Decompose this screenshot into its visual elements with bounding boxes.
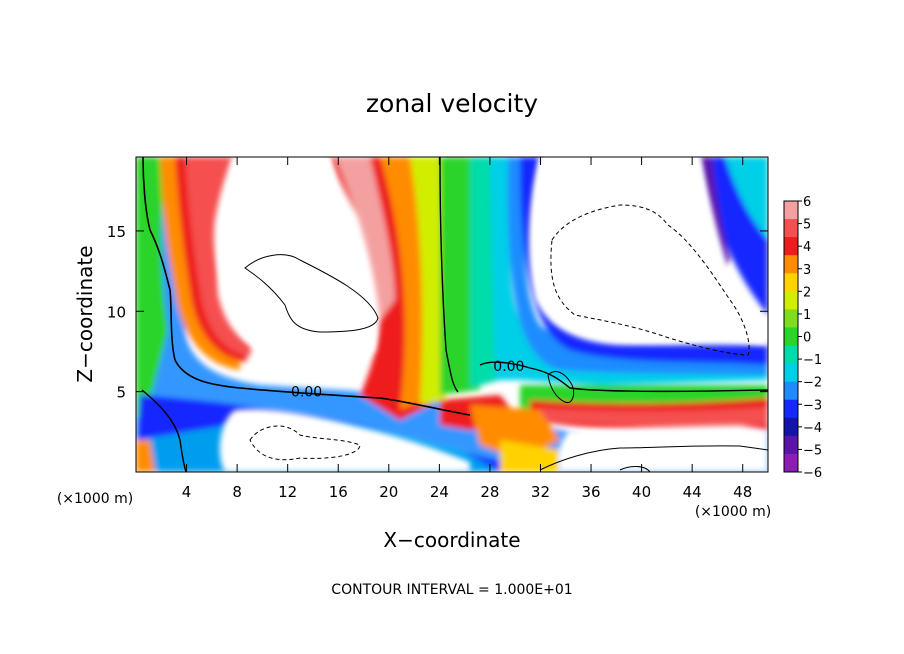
x-tick-label: 8 [232, 483, 242, 501]
plot-area: 0.00 0.00 [136, 157, 768, 472]
colorbar-label: −3 [803, 398, 822, 413]
colorbar-label: 6 [803, 195, 811, 210]
colorbar-swatch [784, 219, 798, 238]
colorbar-label: −2 [803, 376, 822, 391]
colorbar-swatch [784, 327, 798, 347]
colorbar: 6 5 4 3 2 1 0 −1 −2 −3 −4 −5 −6 [783, 195, 822, 481]
colorbar-swatch [784, 201, 798, 220]
y-axis-label: Z−coordinate [73, 245, 97, 382]
contour-interval-footer: CONTOUR INTERVAL = 1.000E+01 [331, 582, 572, 598]
x-tick-label: 16 [329, 483, 348, 501]
colorbar-swatch [784, 273, 798, 292]
x-tick-label: 24 [430, 483, 449, 501]
colorbar-label: 0 [803, 331, 811, 346]
colorbar-swatch [784, 435, 798, 455]
colorbar-swatch [784, 309, 798, 328]
colorbar-swatch [784, 237, 798, 256]
colorbar-swatch [784, 399, 798, 419]
x-tick-label: 48 [733, 483, 752, 501]
y-axis-ticks: 5 10 15 [107, 223, 768, 402]
colorbar-swatch [784, 255, 798, 274]
x-unit-left: (×1000 m) [57, 491, 133, 507]
x-axis-ticks: 4 8 12 16 20 24 28 32 36 40 44 48 [182, 157, 752, 501]
x-tick-label: 40 [632, 483, 651, 501]
x-tick-label: 20 [379, 483, 398, 501]
colorbar-label: −4 [803, 421, 822, 436]
colorbar-label: 2 [803, 285, 811, 300]
colorbar-label: −5 [803, 443, 822, 458]
contour-label: 0.00 [493, 359, 524, 375]
colorbar-swatch [784, 345, 798, 365]
colorbar-swatch [784, 453, 798, 473]
y-tick-label: 15 [107, 223, 126, 241]
x-axis-label: X−coordinate [383, 528, 520, 552]
x-tick-label: 32 [531, 483, 550, 501]
y-tick-label: 5 [116, 384, 126, 402]
colorbar-swatch [784, 381, 798, 401]
colorbar-label: −6 [803, 466, 822, 481]
colorbar-swatch [784, 291, 798, 310]
x-tick-label: 12 [278, 483, 297, 501]
x-tick-label: 4 [182, 483, 192, 501]
x-unit-right: (×1000 m) [695, 504, 771, 520]
colorbar-label: 1 [803, 308, 811, 323]
colorbar-swatch [784, 363, 798, 383]
colorbar-label: 5 [803, 218, 811, 233]
chart-title: zonal velocity [366, 89, 538, 118]
y-tick-label: 10 [107, 303, 126, 321]
colorbar-label: 4 [803, 240, 811, 255]
x-tick-label: 28 [480, 483, 499, 501]
x-tick-label: 36 [581, 483, 600, 501]
x-tick-label: 44 [683, 483, 702, 501]
colorbar-swatch [784, 417, 798, 437]
contour-label: 0.00 [291, 385, 322, 401]
colorbar-label: 3 [803, 263, 811, 278]
plot-frame [135, 156, 769, 473]
colorbar-label: −1 [803, 353, 822, 368]
